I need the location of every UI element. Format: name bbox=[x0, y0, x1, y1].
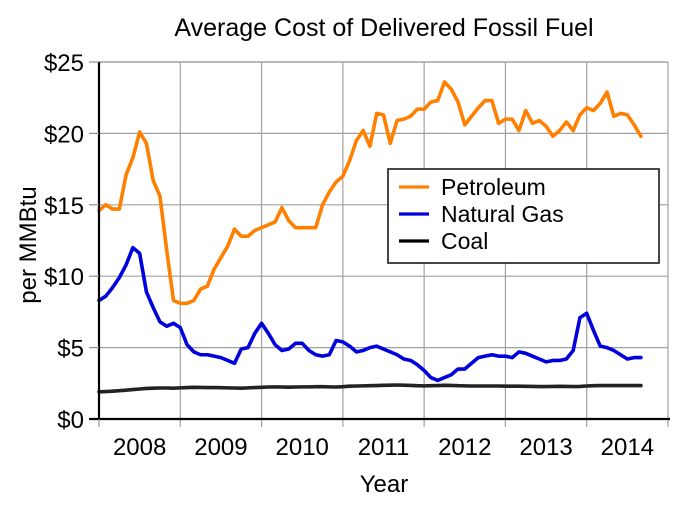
legend-box bbox=[387, 168, 660, 264]
series-line-coal bbox=[97, 383, 643, 394]
y-tick-label: $25 bbox=[44, 50, 84, 77]
x-tick-label: 2008 bbox=[113, 434, 166, 461]
y-axis-label: per MMBtu bbox=[15, 186, 42, 303]
x-axis-label: Year bbox=[360, 471, 409, 498]
axes bbox=[89, 61, 670, 427]
gridlines bbox=[99, 61, 669, 427]
x-tick-label: 2014 bbox=[601, 434, 654, 461]
y-tick-label: $5 bbox=[57, 336, 84, 363]
y-tick-label: $15 bbox=[44, 193, 84, 220]
x-tick-label: 2010 bbox=[276, 434, 329, 461]
x-tick-labels: 2008 2009 2010 2011 2012 2013 2014 bbox=[113, 434, 654, 461]
x-tick-label: 2012 bbox=[438, 434, 491, 461]
chart-title: Average Cost of Delivered Fossil Fuel bbox=[174, 14, 593, 42]
y-tick-labels: $0 $5 $10 $15 $20 $25 bbox=[44, 50, 84, 434]
series-line-natural-gas bbox=[97, 245, 643, 383]
series-layer bbox=[97, 80, 643, 394]
legend-label: Natural Gas bbox=[441, 201, 564, 227]
x-tick-label: 2009 bbox=[194, 434, 247, 461]
series-line-petroleum bbox=[97, 80, 643, 306]
x-tick-label: 2011 bbox=[358, 434, 410, 461]
y-tick-label: $20 bbox=[44, 121, 84, 148]
x-tick-label: 2013 bbox=[519, 434, 572, 461]
legend-label: Petroleum bbox=[441, 174, 546, 200]
y-tick-label: $10 bbox=[44, 264, 84, 291]
legend-label: Coal bbox=[441, 228, 488, 254]
y-tick-label: $0 bbox=[57, 407, 84, 434]
